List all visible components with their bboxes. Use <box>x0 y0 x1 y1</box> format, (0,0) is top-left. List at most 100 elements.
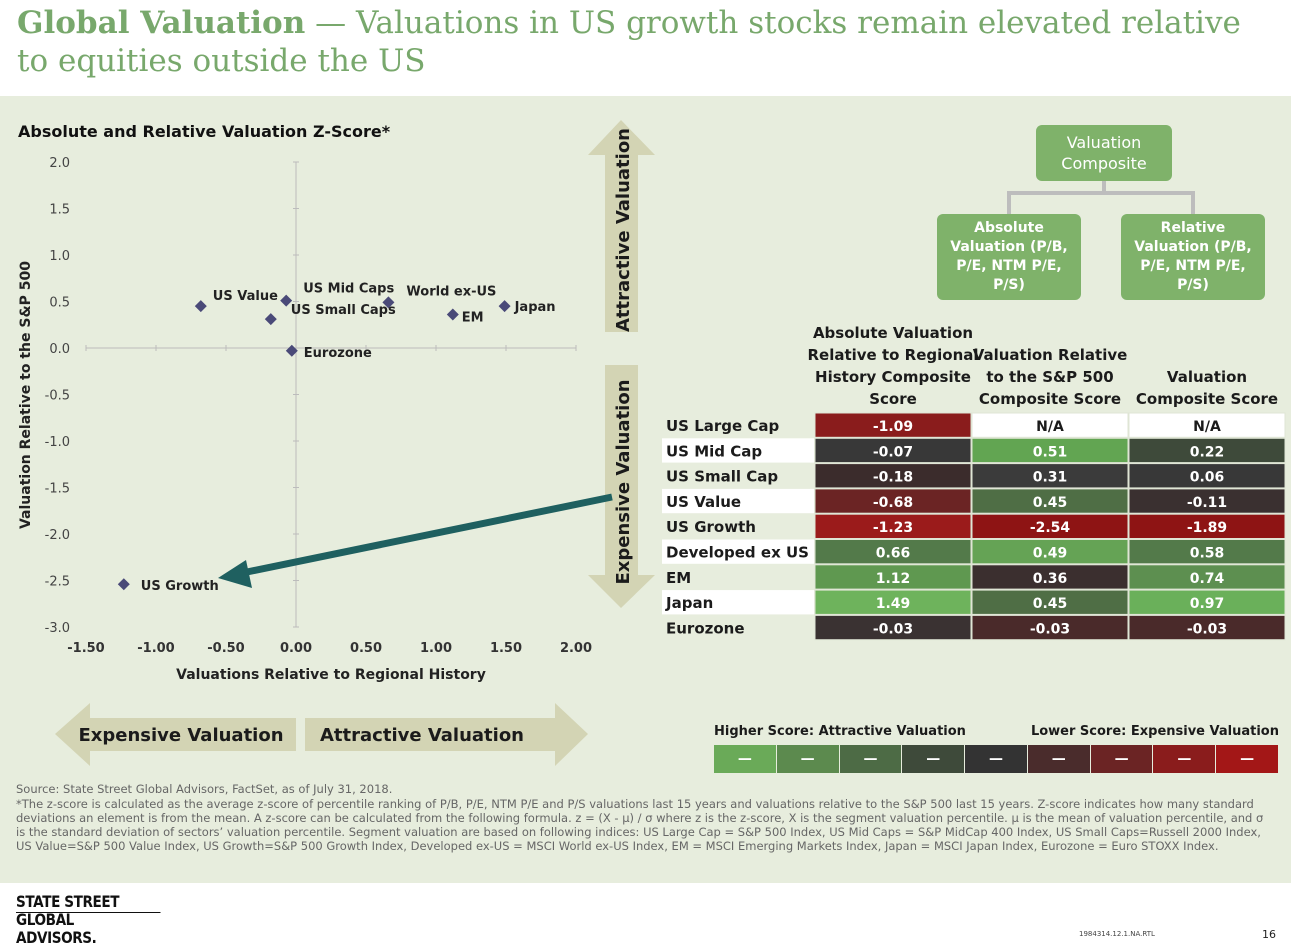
table-cell <box>814 412 972 438</box>
table-cell <box>971 539 1129 565</box>
y-tick-label: -0.5 <box>45 389 70 404</box>
table-cell <box>814 463 972 489</box>
footnote: *The z-score is calculated as the averag… <box>16 797 1264 853</box>
arrow-left-label: Expensive Valuation <box>78 725 283 746</box>
table-cell-value: 0.06 <box>1190 470 1225 486</box>
table-cell-value: -1.89 <box>1187 520 1227 536</box>
table-cell-value: 0.97 <box>1190 596 1225 612</box>
y-tick-label: -1.0 <box>45 435 70 450</box>
arrow-right-label: Attractive Valuation <box>320 725 524 746</box>
y-tick-label: -2.5 <box>45 575 70 590</box>
table-row-label: Developed ex US <box>666 544 809 562</box>
hierarchy-text-line: P/E, NTM P/E, <box>956 258 1061 274</box>
table-cell <box>971 614 1129 641</box>
table-cell <box>971 412 1129 438</box>
table-cell <box>814 564 972 590</box>
table-cell-value: 0.45 <box>1033 596 1068 612</box>
table-cell <box>814 513 972 540</box>
hierarchy-right-box: Relative Valuation (P/B, P/E, NTM P/E, P/S) <box>1134 220 1251 293</box>
table-cell <box>971 513 1129 540</box>
x-tick-label: 1.50 <box>490 641 522 656</box>
scatter-point <box>498 300 511 313</box>
table-cell <box>814 614 972 641</box>
y-tick-label: -1.5 <box>45 482 70 497</box>
table-cell <box>1128 488 1286 514</box>
legend-swatch: — <box>839 745 902 773</box>
table-row-label: US Value <box>666 493 741 511</box>
legend-swatch: — <box>902 745 965 773</box>
table-cell <box>1128 513 1286 540</box>
logo-line2: GLOBAL ADVISORS. <box>16 910 97 947</box>
page-title: Global Valuation — Valuations in US grow… <box>17 4 1277 80</box>
y-tick-label: -2.0 <box>45 528 70 543</box>
table-cell-value: 0.51 <box>1033 444 1068 460</box>
table-row-label: Eurozone <box>666 619 745 637</box>
table-column-header: Relative to Regional <box>807 346 978 364</box>
expensive-valuation-arrow-down: Expensive Valuation <box>588 365 655 608</box>
valuation-table: Absolute Valuation Relative to Regional Hi… <box>662 324 1286 641</box>
table-column-header: Composite Score <box>1136 390 1278 408</box>
legend-swatch: — <box>1153 745 1216 773</box>
table-cell-value: 0.36 <box>1033 571 1068 587</box>
legend-swatch: — <box>714 745 776 773</box>
table-column-header: Valuation Relative <box>973 346 1128 364</box>
doc-code: 1984314.12.1.NA.RTL <box>1079 930 1155 938</box>
arrow-up-label: Attractive Valuation <box>613 128 634 332</box>
point-label: US Growth <box>141 579 219 594</box>
legend-swatch: — <box>1027 745 1090 773</box>
table-cell-value: -0.11 <box>1187 495 1227 511</box>
table-cell-value: -0.03 <box>873 621 913 637</box>
legend-swatch: — <box>965 745 1027 773</box>
table-cell-value: -0.18 <box>873 470 913 486</box>
table-cell <box>1128 412 1286 438</box>
legend-swatch: — <box>1090 745 1153 773</box>
x-axis-title: Valuations Relative to Regional History <box>176 667 486 683</box>
hierarchy-text-line: P/E, NTM P/E, <box>1140 258 1245 274</box>
x-tick-label: 2.00 <box>560 641 592 656</box>
point-label: World ex-US <box>406 284 496 299</box>
table-cell-value: -0.03 <box>1030 621 1070 637</box>
table-cell <box>1128 539 1286 565</box>
table-column-header: Composite Score <box>979 390 1121 408</box>
x-tick-label: 1.00 <box>420 641 452 656</box>
table-cell <box>971 564 1129 590</box>
table-cell <box>814 488 972 514</box>
hierarchy-text-line: Relative <box>1161 220 1226 236</box>
table-cell <box>1128 589 1286 615</box>
scatter-plot: -1.50 -1.00 -0.50 0.00 0.50 1.00 1.50 2.00 -3.0 -… <box>18 156 592 683</box>
y-tick-label: 0.0 <box>49 342 70 357</box>
table-cell <box>1128 437 1286 464</box>
state-street-logo: STATE STREET GLOBAL ADVISORS. <box>16 892 161 947</box>
table-column-header: Score <box>869 390 917 408</box>
scatter-point <box>446 308 459 321</box>
hierarchy-text-line: P/S) <box>993 277 1025 293</box>
chart-title: Absolute and Relative Valuation Z-Score* <box>18 122 391 141</box>
point-label: US Value <box>213 289 278 304</box>
point-label: US Small Caps <box>291 303 396 318</box>
scatter-point <box>382 296 395 309</box>
table-cell <box>814 539 972 565</box>
table-cell-value: 0.45 <box>1033 495 1068 511</box>
x-tick-label: 0.50 <box>350 641 382 656</box>
table-cell <box>971 488 1129 514</box>
table-cell <box>1128 463 1286 489</box>
attractive-valuation-arrow-up: Attractive Valuation <box>588 120 655 332</box>
hierarchy-text-line: Absolute <box>974 220 1044 236</box>
table-cell-value: 0.22 <box>1190 444 1225 460</box>
hierarchy-text-line: Valuation (P/B, <box>950 239 1067 255</box>
table-cell-value: 0.74 <box>1190 571 1225 587</box>
table-column-header: History Composite <box>815 368 971 386</box>
hierarchy-top-l2: Composite <box>1061 154 1146 173</box>
y-tick-label: 1.0 <box>49 249 70 264</box>
table-cell <box>1128 614 1286 641</box>
x-tick-label: -1.50 <box>67 641 104 656</box>
attractive-valuation-arrow-right: Attractive Valuation <box>305 703 588 766</box>
legend-right-label: Lower Score: Expensive Valuation <box>1030 724 1279 739</box>
logo-line1: STATE STREET <box>16 892 120 911</box>
table-row-label: US Small Cap <box>666 468 778 486</box>
y-tick-label: 2.0 <box>49 156 70 171</box>
legend-left-label: Higher Score: Attractive Valuation <box>714 724 966 739</box>
y-tick-label: -3.0 <box>45 621 70 636</box>
hierarchy-text-line: P/S) <box>1177 277 1209 293</box>
